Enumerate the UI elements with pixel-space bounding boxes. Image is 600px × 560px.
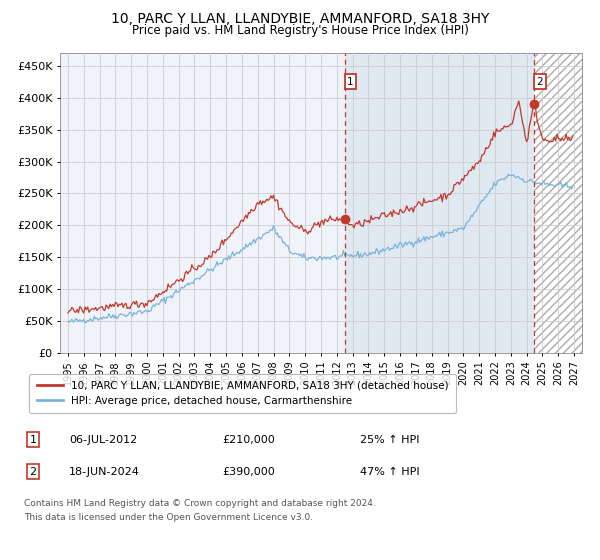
Text: 25% ↑ HPI: 25% ↑ HPI — [360, 435, 419, 445]
Text: 1: 1 — [347, 77, 354, 87]
Text: 2: 2 — [536, 77, 543, 87]
Text: £390,000: £390,000 — [222, 466, 275, 477]
Bar — [534, 53, 582, 353]
Bar — [534, 53, 582, 353]
Text: This data is licensed under the Open Government Licence v3.0.: This data is licensed under the Open Gov… — [24, 514, 313, 522]
Text: 47% ↑ HPI: 47% ↑ HPI — [360, 466, 419, 477]
Bar — [345, 53, 534, 353]
Text: 1: 1 — [29, 435, 37, 445]
Legend: 10, PARC Y LLAN, LLANDYBIE, AMMANFORD, SA18 3HY (detached house), HPI: Average p: 10, PARC Y LLAN, LLANDYBIE, AMMANFORD, S… — [29, 374, 456, 413]
Text: Price paid vs. HM Land Registry's House Price Index (HPI): Price paid vs. HM Land Registry's House … — [131, 24, 469, 37]
Text: £210,000: £210,000 — [222, 435, 275, 445]
Text: 10, PARC Y LLAN, LLANDYBIE, AMMANFORD, SA18 3HY: 10, PARC Y LLAN, LLANDYBIE, AMMANFORD, S… — [111, 12, 489, 26]
Text: 2: 2 — [29, 466, 37, 477]
Text: 18-JUN-2024: 18-JUN-2024 — [69, 466, 140, 477]
Text: 06-JUL-2012: 06-JUL-2012 — [69, 435, 137, 445]
Text: Contains HM Land Registry data © Crown copyright and database right 2024.: Contains HM Land Registry data © Crown c… — [24, 500, 376, 508]
